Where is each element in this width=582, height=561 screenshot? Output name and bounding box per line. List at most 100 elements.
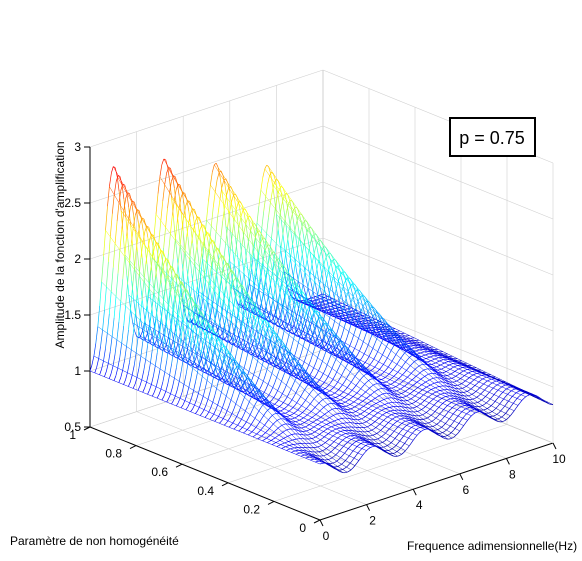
surface-line [440, 393, 443, 395]
surface-line [370, 423, 374, 425]
surface-line [350, 283, 354, 286]
surface-line [185, 363, 189, 375]
surface-line [221, 279, 224, 294]
surface-line [199, 329, 202, 341]
surface-line [403, 391, 406, 393]
surface-line [380, 373, 383, 376]
surface-line [449, 377, 453, 380]
surface-line [285, 312, 289, 322]
surface-line [305, 414, 308, 417]
surface-line [383, 408, 386, 410]
surface-line [407, 375, 410, 378]
surface-line [267, 428, 270, 431]
surface-line [319, 392, 322, 394]
floor-grid-line [135, 368, 370, 446]
surface-line [268, 335, 272, 344]
surface-line [365, 344, 369, 350]
surface-line [187, 259, 190, 277]
surface-line [296, 216, 299, 229]
surface-line [255, 360, 258, 369]
surface-line [365, 389, 368, 393]
surface-line [327, 347, 330, 352]
surface-line [226, 379, 229, 384]
surface-line [434, 395, 438, 398]
surface-line [214, 388, 217, 396]
surface-line [268, 347, 271, 355]
surface-line [393, 374, 397, 377]
surface-line [277, 214, 281, 229]
surface-line [151, 392, 155, 397]
surface-line [407, 393, 411, 396]
surface-line [311, 415, 315, 418]
surface-line [332, 392, 335, 395]
surface-line [368, 406, 371, 409]
wall-grid-line [322, 181, 554, 276]
surface-line [446, 370, 449, 372]
surface-line [212, 321, 215, 334]
surface-line [172, 378, 175, 388]
surface-line [266, 217, 269, 234]
surface-line [274, 262, 278, 274]
surface-line [315, 286, 319, 295]
surface-line [154, 339, 158, 345]
surface-line [311, 398, 315, 402]
surface-line [225, 389, 229, 397]
surface-line [109, 213, 113, 237]
surface-line [239, 300, 242, 309]
surface-line [294, 402, 298, 406]
surface-line [329, 368, 333, 373]
surface-line [364, 382, 367, 385]
surface-line [277, 386, 280, 391]
surface-line [162, 291, 166, 307]
surface-line [153, 277, 156, 295]
surface-line [314, 430, 317, 433]
surface-line [280, 360, 283, 367]
surface-line [170, 168, 173, 176]
surface-line [139, 379, 143, 387]
surface-line [296, 216, 299, 224]
surface-line [286, 271, 289, 285]
surface-line [168, 233, 171, 254]
surface-line [274, 312, 277, 324]
surface-line [241, 314, 245, 325]
surface-line [290, 284, 294, 292]
surface-line [240, 217, 244, 233]
wall-grid-line [89, 237, 324, 316]
surface-line [345, 394, 349, 397]
surface-line [280, 393, 283, 398]
surface-line [112, 243, 116, 268]
surface-line [294, 207, 297, 217]
surface-line [187, 305, 191, 319]
surface-line [260, 404, 264, 409]
surface-line [478, 380, 482, 383]
surface-line [212, 247, 216, 260]
surface-line [302, 310, 305, 320]
surface-line [279, 203, 283, 215]
surface-line [224, 307, 228, 320]
surface-line [236, 326, 240, 337]
surface-line [299, 405, 302, 409]
surface-line [388, 371, 392, 375]
surface-line [250, 231, 254, 245]
surface-line [217, 198, 221, 215]
surface-line [270, 415, 273, 418]
surface-line [184, 394, 188, 401]
surface-line [226, 405, 230, 411]
surface-line [310, 330, 314, 338]
surface-line [415, 399, 418, 402]
surface-line [355, 322, 358, 329]
surface-line [277, 270, 280, 278]
surface-line [193, 221, 196, 231]
surface-line [303, 426, 306, 428]
surface-line [274, 413, 277, 415]
surface-line [345, 387, 348, 391]
surface-line [395, 385, 398, 387]
surface-line [259, 385, 262, 390]
surface-line [248, 329, 252, 339]
surface-line [277, 406, 280, 409]
surface-line [397, 383, 400, 386]
surface-line [294, 349, 297, 357]
surface-line [439, 359, 442, 362]
surface-line [220, 407, 223, 413]
surface-line [178, 288, 182, 305]
